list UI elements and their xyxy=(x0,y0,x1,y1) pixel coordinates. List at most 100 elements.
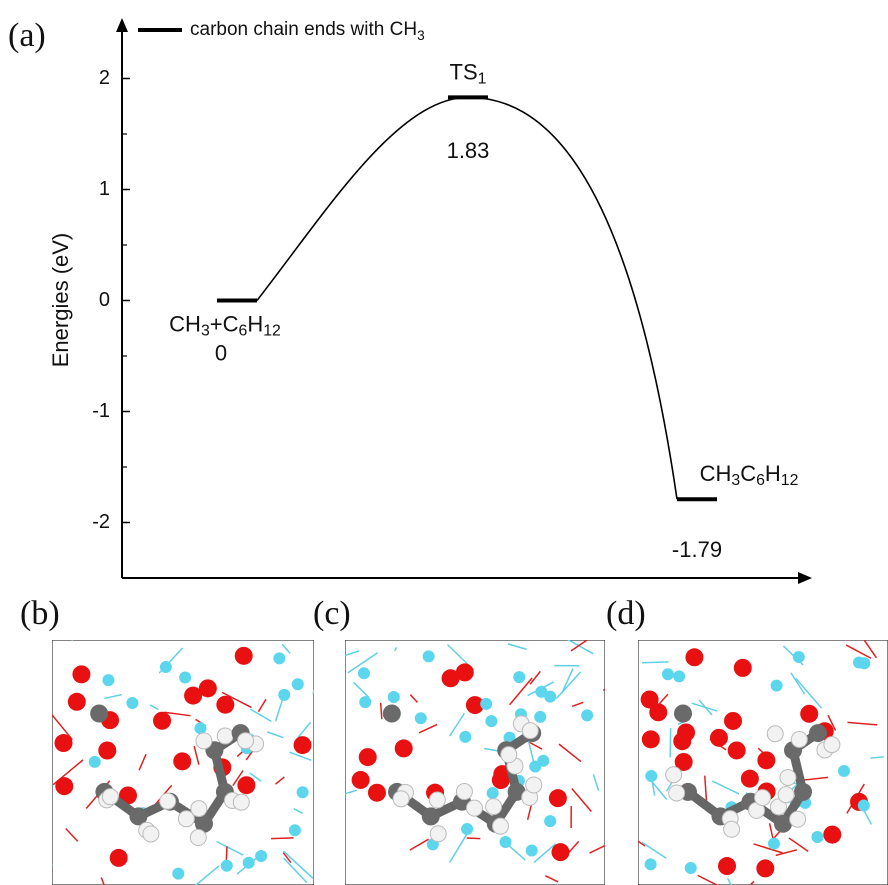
atom xyxy=(278,689,290,701)
hydrogen-atom xyxy=(238,733,254,749)
y-tick-label: -2 xyxy=(92,511,110,533)
atom xyxy=(160,661,172,673)
atom xyxy=(110,849,128,867)
atom xyxy=(221,860,233,872)
state-label: CH3C6H12 xyxy=(700,461,799,489)
atom xyxy=(734,659,752,677)
y-tick-label: -1 xyxy=(92,400,110,422)
atom xyxy=(526,844,538,856)
atom xyxy=(456,663,474,681)
atom xyxy=(485,715,497,727)
atom xyxy=(724,712,742,730)
atom xyxy=(273,652,285,664)
atom xyxy=(358,667,370,679)
y-tick-label: 2 xyxy=(99,67,110,89)
atom xyxy=(388,691,400,703)
atom xyxy=(235,647,253,665)
atom xyxy=(459,731,471,743)
value-label: 0 xyxy=(215,340,227,365)
atom xyxy=(255,850,267,862)
state-label: CH3+C6H12 xyxy=(169,311,281,339)
atom xyxy=(645,858,657,870)
hydrogen-atom xyxy=(430,826,446,842)
hydrogen-atom xyxy=(767,726,783,742)
figure: (a) Energies (eV) -2-1012CH3+C6H120TS11.… xyxy=(0,0,888,885)
atom xyxy=(492,771,510,789)
carbon-atom xyxy=(90,705,108,723)
atom xyxy=(858,800,870,812)
hydrogen-atom xyxy=(780,769,796,785)
atom xyxy=(172,868,184,880)
atom xyxy=(352,771,370,789)
atom xyxy=(294,736,312,754)
atom xyxy=(461,823,473,835)
bond xyxy=(271,838,294,839)
atom xyxy=(685,862,697,874)
hydrogen-atom xyxy=(501,747,517,763)
molecule-view xyxy=(622,630,888,885)
hydrogen-atom xyxy=(492,818,508,834)
atom xyxy=(126,697,138,709)
atom xyxy=(292,678,304,690)
atom xyxy=(811,831,823,843)
hydrogen-atom xyxy=(526,777,542,793)
atom xyxy=(823,826,841,844)
value-label: 1.83 xyxy=(447,138,490,163)
atom xyxy=(199,679,217,697)
carbon-atom xyxy=(794,783,812,801)
atom xyxy=(793,651,805,663)
hydrogen-atom xyxy=(429,792,445,808)
hydrogen-atom xyxy=(791,731,807,747)
hydrogen-atom xyxy=(102,789,118,805)
hydrogen-atom xyxy=(666,767,682,783)
panel-label: (b) xyxy=(20,595,60,632)
atom xyxy=(662,668,674,680)
atom xyxy=(537,755,549,767)
y-tick-label: 0 xyxy=(99,289,110,311)
state-label: TS1 xyxy=(450,59,487,87)
atom xyxy=(535,686,547,698)
atom xyxy=(368,784,386,802)
atom xyxy=(54,734,72,752)
atom xyxy=(718,857,736,875)
atom xyxy=(645,770,657,782)
atom xyxy=(243,857,255,869)
atom xyxy=(549,789,567,807)
atom xyxy=(756,859,774,877)
carbon-atom xyxy=(422,807,440,825)
legend-label: carbon chain ends with CH3 xyxy=(190,19,425,43)
atom xyxy=(89,756,101,768)
value-label: -1.79 xyxy=(672,537,722,562)
hydrogen-atom xyxy=(191,801,207,817)
hydrogen-atom xyxy=(724,821,740,837)
atom xyxy=(551,843,569,861)
hydrogen-atom xyxy=(669,785,685,801)
atom xyxy=(179,671,191,683)
atom xyxy=(395,739,413,757)
hydrogen-atom xyxy=(160,793,176,809)
atom xyxy=(500,836,512,848)
hydrogen-atom xyxy=(233,794,249,810)
panel-label: (c) xyxy=(313,595,351,632)
molecule-view xyxy=(335,640,617,885)
atom xyxy=(153,712,171,730)
carbon-atom xyxy=(383,705,401,723)
panel-label: (a) xyxy=(8,17,46,54)
atom xyxy=(741,770,759,788)
atom xyxy=(173,752,191,770)
atom xyxy=(102,674,114,686)
atom xyxy=(757,751,775,769)
atom xyxy=(673,670,685,682)
atom xyxy=(728,741,746,759)
atom xyxy=(800,705,818,723)
carbon-atom xyxy=(774,815,792,833)
hydrogen-atom xyxy=(755,790,771,806)
atom xyxy=(297,786,309,798)
hydrogen-atom xyxy=(217,728,233,744)
bond xyxy=(313,673,321,694)
x-axis-arrow xyxy=(798,572,812,584)
atom xyxy=(487,787,499,799)
atom xyxy=(858,657,870,669)
atom xyxy=(673,732,691,750)
atom xyxy=(359,748,377,766)
